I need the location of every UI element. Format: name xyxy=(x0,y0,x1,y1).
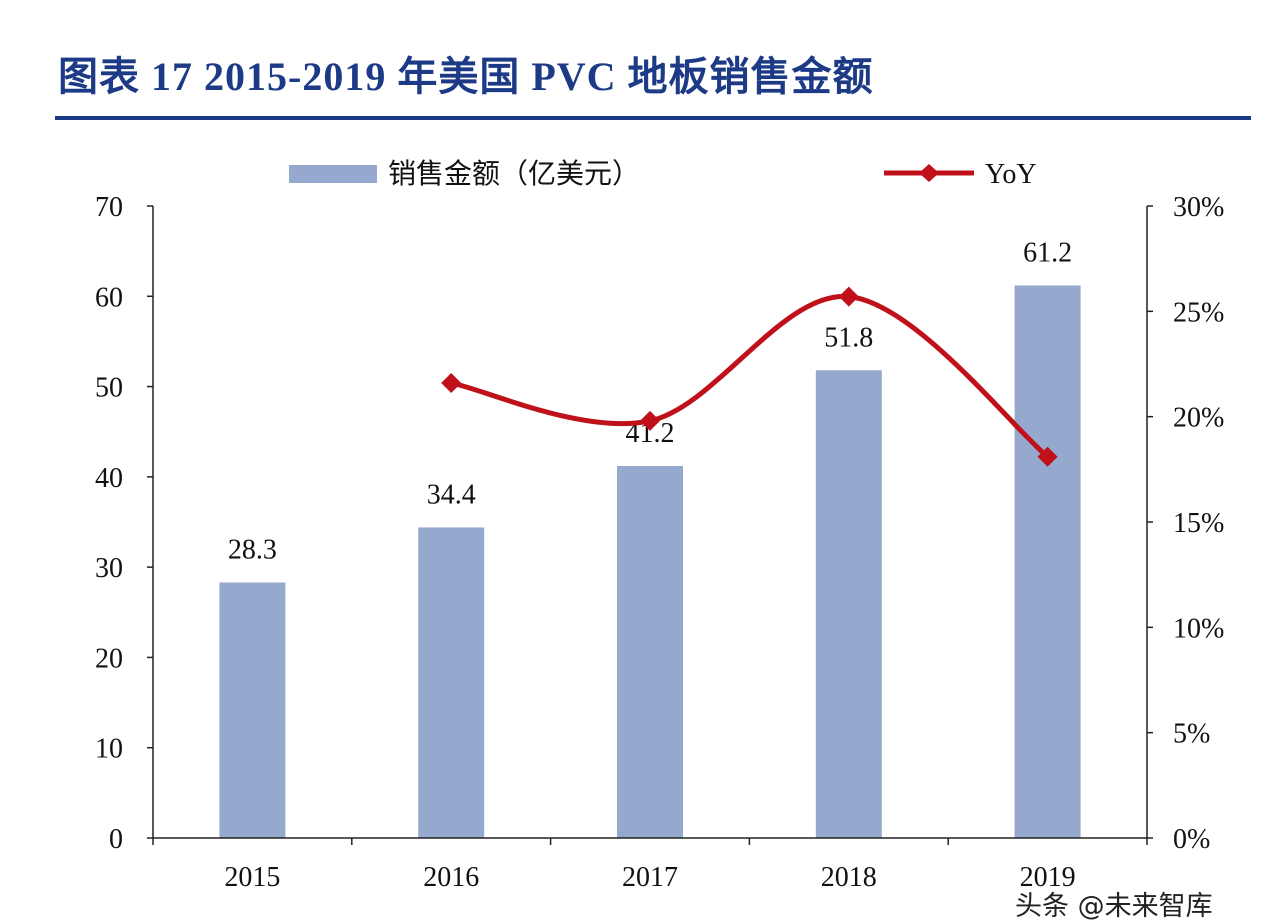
data-label-2019: 61.2 xyxy=(1023,237,1072,268)
right-tick-label: 20% xyxy=(1173,403,1224,434)
legend-bar-label: 销售金额（亿美元） xyxy=(388,157,640,190)
left-tick-label: 70 xyxy=(95,192,123,223)
left-tick-label: 20 xyxy=(95,643,123,674)
bar-2018 xyxy=(815,370,882,838)
data-label-2015: 28.3 xyxy=(228,534,277,565)
yoy-marker-2018 xyxy=(838,286,859,307)
left-tick-label: 10 xyxy=(95,734,123,765)
left-tick-label: 50 xyxy=(95,373,123,404)
title-divider xyxy=(55,116,1251,120)
x-tick-label: 2016 xyxy=(423,862,479,893)
left-tick-label: 0 xyxy=(109,824,123,855)
legend-bar-swatch xyxy=(289,165,377,183)
bar-2019 xyxy=(1014,285,1081,838)
left-tick-label: 60 xyxy=(95,282,123,313)
bar-2017 xyxy=(617,466,683,838)
data-label-2016: 34.4 xyxy=(427,479,476,510)
x-tick-label: 2019 xyxy=(1020,862,1076,893)
right-tick-label: 15% xyxy=(1173,508,1224,539)
right-tick-label: 30% xyxy=(1173,192,1224,223)
legend-line-label: YoY xyxy=(985,159,1037,190)
left-tick-label: 40 xyxy=(95,463,123,494)
chart-title: 图表 17 2015-2019 年美国 PVC 地板销售金额 xyxy=(58,54,874,99)
x-tick-label: 2018 xyxy=(821,862,877,893)
yoy-marker-2019 xyxy=(1037,446,1058,467)
right-tick-label: 10% xyxy=(1173,613,1224,644)
left-tick-label: 30 xyxy=(95,553,123,584)
right-tick-label: 5% xyxy=(1173,719,1210,750)
watermark: 头条 @未来智库 xyxy=(1015,891,1213,922)
x-tick-label: 2017 xyxy=(622,862,678,893)
yoy-line xyxy=(448,294,1051,460)
bar-2016 xyxy=(418,527,485,838)
right-tick-label: 25% xyxy=(1173,297,1224,328)
yoy-marker-2016 xyxy=(441,372,462,393)
bar-2015 xyxy=(219,582,286,838)
right-tick-label: 0% xyxy=(1173,824,1210,855)
x-tick-label: 2015 xyxy=(224,862,280,893)
data-label-2018: 51.8 xyxy=(824,322,873,353)
legend-line-marker xyxy=(919,164,939,182)
yoy-marker-2017 xyxy=(640,410,660,431)
